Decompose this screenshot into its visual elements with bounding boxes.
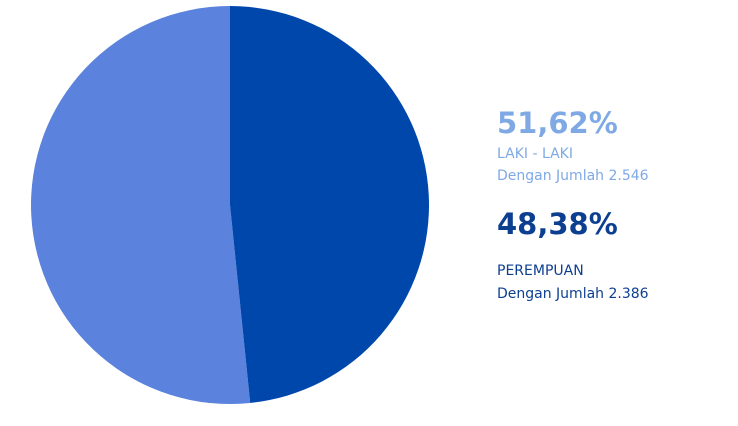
- count-label: Dengan Jumlah 2.386: [497, 286, 649, 302]
- category-label: LAKI - LAKI: [497, 146, 573, 162]
- pie-slice: [230, 6, 429, 403]
- value-label: 48,38%: [497, 207, 618, 241]
- value-label: 51,62%: [497, 106, 618, 140]
- category-label: PEREMPUAN: [497, 263, 584, 279]
- pie-slice: [30, 6, 251, 404]
- count-label: Dengan Jumlah 2.546: [497, 168, 649, 184]
- pie: [30, 6, 429, 404]
